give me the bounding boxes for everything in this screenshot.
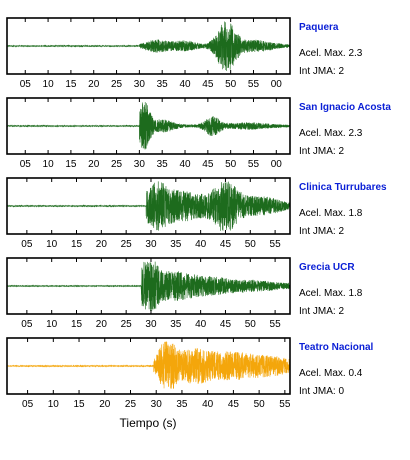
panel-frame: [6, 177, 291, 235]
panel-frame: [6, 337, 291, 395]
panel-1: 05 10 15 20 25 30 35 40 45 50 55 00 Paquera Acel. Max…: [6, 17, 363, 90]
x-tick-label: 50: [254, 399, 266, 410]
x-tick-label: 50: [245, 319, 257, 330]
x-tick-label: 20: [96, 239, 108, 250]
station-name: Clinica Turrubares: [299, 182, 387, 193]
x-tick-label: 05: [20, 159, 32, 170]
int-jma-label: Int JMA: 2: [299, 146, 344, 157]
x-tick-label: 30: [134, 79, 146, 90]
int-jma-label: Int JMA: 0: [299, 386, 344, 397]
x-tick-label: 40: [195, 319, 207, 330]
x-tick-label: 05: [21, 319, 33, 330]
panel-3: 05 10 15 20 25 30 35 40 45 50 55 Clinica Turrubares…: [6, 177, 387, 250]
x-tick-label: 55: [279, 399, 291, 410]
panel-4: 05 10 15 20 25 30 35 40 45 50 55 Grecia UCR Acel. Ma…: [6, 257, 363, 330]
x-tick-label: 50: [225, 159, 237, 170]
x-tick-label: 20: [88, 159, 100, 170]
x-tick-label: 45: [202, 159, 214, 170]
x-tick-label: 45: [220, 319, 232, 330]
x-tick-label: 25: [121, 319, 133, 330]
waveform-line: [6, 21, 291, 71]
x-tick-label: 55: [248, 159, 260, 170]
x-tick-label: 25: [125, 399, 137, 410]
waveform-line: [6, 341, 291, 389]
x-tick-label: 50: [225, 79, 237, 90]
x-tick-label: 45: [220, 239, 232, 250]
x-tick-label: 55: [270, 319, 282, 330]
x-tick-label: 10: [48, 399, 60, 410]
x-tick-label: 30: [145, 239, 157, 250]
x-tick-label: 40: [179, 79, 191, 90]
panel-frame: [6, 97, 291, 155]
x-tick-label: 10: [46, 319, 58, 330]
x-tick-label: 40: [195, 239, 207, 250]
x-tick-label: 40: [202, 399, 214, 410]
x-tick-label: 10: [46, 239, 58, 250]
x-tick-label: 35: [157, 79, 169, 90]
acel-max-label: Acel. Max. 2.3: [299, 48, 363, 59]
int-jma-label: Int JMA: 2: [299, 306, 344, 317]
x-tick-label: 30: [145, 319, 157, 330]
x-tick-label: 35: [157, 159, 169, 170]
x-tick-label: 35: [170, 239, 182, 250]
x-tick-label: 15: [65, 79, 77, 90]
waveform-line: [6, 261, 291, 311]
acel-max-label: Acel. Max. 2.3: [299, 128, 363, 139]
waveform-line: [6, 102, 291, 150]
x-tick-label: 20: [96, 319, 108, 330]
x-tick-label: 55: [270, 239, 282, 250]
x-tick-label: 05: [21, 239, 33, 250]
x-tick-label: 25: [121, 239, 133, 250]
x-tick-label: 00: [271, 79, 283, 90]
panel-frame: [6, 257, 291, 315]
station-name: Paquera: [299, 22, 339, 33]
x-tick-label: 40: [179, 159, 191, 170]
x-tick-label: 15: [73, 399, 85, 410]
x-tick-label: 20: [99, 399, 111, 410]
x-tick-label: 15: [65, 159, 77, 170]
x-tick-label: 25: [111, 79, 123, 90]
x-tick-label: 30: [151, 399, 163, 410]
x-tick-label: 10: [43, 79, 55, 90]
x-tick-label: 05: [22, 399, 34, 410]
x-tick-label: 15: [71, 239, 83, 250]
x-tick-label: 50: [245, 239, 257, 250]
acel-max-label: Acel. Max. 1.8: [299, 208, 363, 219]
x-tick-label: 25: [111, 159, 123, 170]
int-jma-label: Int JMA: 2: [299, 226, 344, 237]
acel-max-label: Acel. Max. 1.8: [299, 288, 363, 299]
x-tick-label: 00: [271, 159, 283, 170]
int-jma-label: Int JMA: 2: [299, 66, 344, 77]
station-name: San Ignacio Acosta: [299, 102, 391, 113]
station-name: Grecia UCR: [299, 262, 355, 273]
station-name: Teatro Nacional: [299, 342, 373, 353]
x-tick-label: 30: [134, 159, 146, 170]
panel-5: 05 10 15 20 25 30 35 40 45 50 55 Teatro Nacional Ace…: [6, 337, 373, 410]
x-tick-label: 20: [88, 79, 100, 90]
x-tick-label: 45: [228, 399, 240, 410]
x-tick-label: 55: [248, 79, 260, 90]
x-tick-label: 45: [202, 79, 214, 90]
acel-max-label: Acel. Max. 0.4: [299, 368, 363, 379]
x-axis-label: Tiempo (s): [120, 416, 177, 430]
x-tick-label: 10: [43, 159, 55, 170]
x-tick-label: 15: [71, 319, 83, 330]
panel-2: 05 10 15 20 25 30 35 40 45 50 55 00 San Ignacio Acos…: [6, 97, 391, 170]
x-tick-label: 35: [176, 399, 188, 410]
panel-frame: [6, 17, 291, 75]
x-tick-label: 35: [170, 319, 182, 330]
waveform-line: [6, 181, 291, 231]
x-tick-label: 05: [20, 79, 32, 90]
